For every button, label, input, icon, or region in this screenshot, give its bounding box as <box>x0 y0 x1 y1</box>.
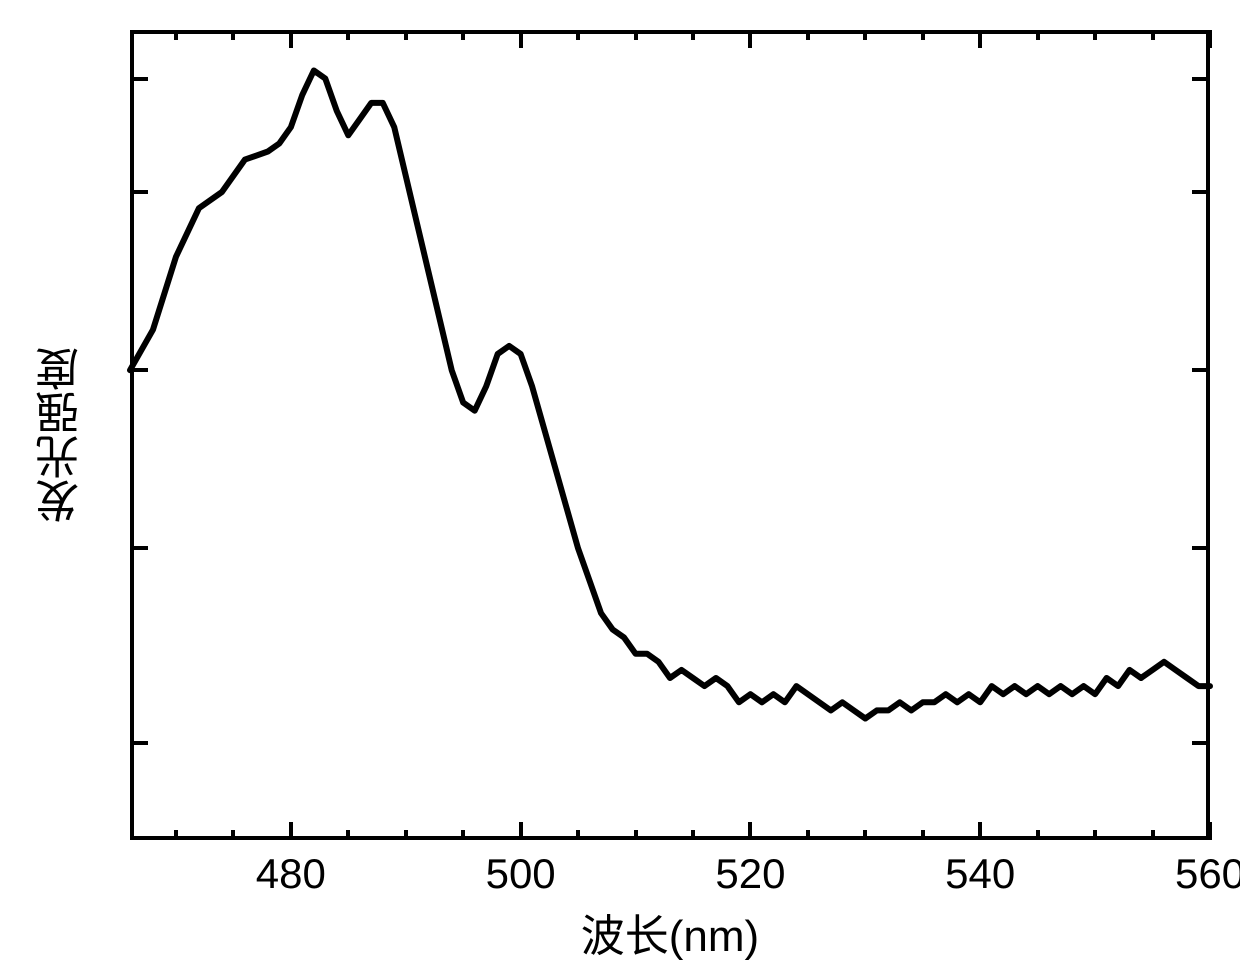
x-tick-label: 500 <box>486 850 556 898</box>
y-tick-major-right <box>1192 77 1210 81</box>
x-tick-minor <box>1093 830 1097 840</box>
x-tick-minor-top <box>806 30 810 40</box>
y-tick-major-left <box>130 190 148 194</box>
spectrum-line <box>0 0 1240 966</box>
x-tick-minor <box>1151 830 1155 840</box>
spectrum-polyline <box>130 71 1210 719</box>
y-tick-major-right <box>1192 546 1210 550</box>
chart-container: 发光强度 波长(nm) 480500520540560 <box>0 0 1240 966</box>
x-tick-major <box>289 822 293 840</box>
x-tick-minor <box>1036 830 1040 840</box>
x-tick-major <box>1208 822 1212 840</box>
x-tick-minor-top <box>1151 30 1155 40</box>
y-tick-major-left <box>130 546 148 550</box>
x-tick-major <box>519 822 523 840</box>
x-tick-minor-top <box>461 30 465 40</box>
x-tick-label: 520 <box>715 850 785 898</box>
x-tick-minor <box>863 830 867 840</box>
x-tick-major-top <box>289 30 293 48</box>
y-tick-major-left <box>130 77 148 81</box>
x-tick-major <box>748 822 752 840</box>
x-tick-minor <box>346 830 350 840</box>
y-tick-major-right <box>1192 741 1210 745</box>
x-tick-minor <box>461 830 465 840</box>
x-tick-minor <box>691 830 695 840</box>
x-tick-minor-top <box>231 30 235 40</box>
x-tick-label: 560 <box>1175 850 1240 898</box>
x-tick-minor-top <box>691 30 695 40</box>
x-tick-label: 480 <box>256 850 326 898</box>
x-tick-major-top <box>978 30 982 48</box>
y-tick-major-left <box>130 368 148 372</box>
x-tick-minor <box>634 830 638 840</box>
y-tick-major-right <box>1192 368 1210 372</box>
x-tick-minor-top <box>174 30 178 40</box>
x-tick-major-top <box>748 30 752 48</box>
x-tick-minor <box>806 830 810 840</box>
x-tick-minor-top <box>863 30 867 40</box>
x-tick-minor-top <box>634 30 638 40</box>
x-tick-minor <box>404 830 408 840</box>
x-tick-minor-top <box>576 30 580 40</box>
x-tick-minor <box>921 830 925 840</box>
y-tick-major-right <box>1192 190 1210 194</box>
x-tick-minor <box>231 830 235 840</box>
x-tick-minor-top <box>921 30 925 40</box>
x-tick-minor-top <box>346 30 350 40</box>
x-tick-minor <box>576 830 580 840</box>
x-tick-minor <box>174 830 178 840</box>
x-tick-minor-top <box>404 30 408 40</box>
x-tick-minor-top <box>1093 30 1097 40</box>
x-tick-major-top <box>1208 30 1212 48</box>
y-tick-major-left <box>130 741 148 745</box>
x-tick-minor-top <box>1036 30 1040 40</box>
x-tick-major-top <box>519 30 523 48</box>
x-tick-major <box>978 822 982 840</box>
x-tick-label: 540 <box>945 850 1015 898</box>
